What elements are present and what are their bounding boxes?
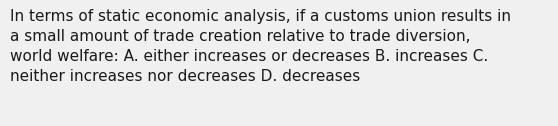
Text: In terms of static economic analysis, if a customs union results in
a small amou: In terms of static economic analysis, if… [10, 9, 511, 84]
